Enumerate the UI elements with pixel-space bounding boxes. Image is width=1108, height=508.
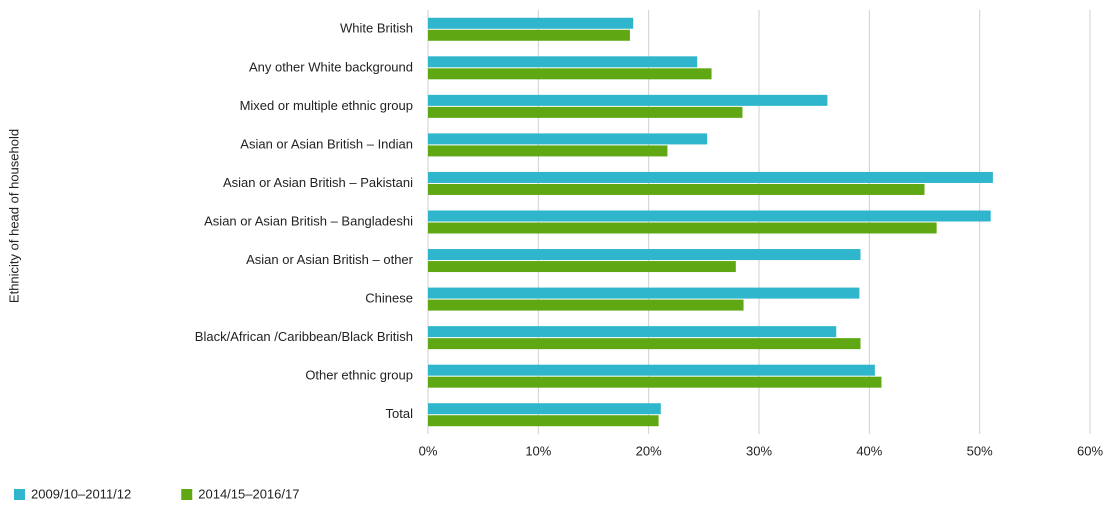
- bar: [428, 133, 708, 145]
- bar: [428, 364, 875, 376]
- legend-label: 2009/10–2011/12: [31, 486, 131, 501]
- y-tick-label: Asian or Asian British – Bangladeshi: [204, 213, 413, 228]
- bar: [428, 261, 736, 273]
- bar: [428, 68, 712, 80]
- x-tick-label: 0%: [419, 443, 438, 458]
- bar: [428, 222, 937, 234]
- y-tick-label: Mixed or multiple ethnic group: [240, 98, 413, 113]
- y-tick-label: Asian or Asian British – other: [246, 252, 414, 267]
- bar: [428, 210, 991, 222]
- bar: [428, 287, 860, 299]
- bar: [428, 299, 744, 311]
- legend-label: 2014/15–2016/17: [198, 486, 299, 501]
- bar: [428, 145, 668, 157]
- bar: [428, 249, 861, 261]
- x-tick-label: 20%: [636, 443, 662, 458]
- bar: [428, 403, 661, 415]
- x-tick-label: 10%: [525, 443, 551, 458]
- legend-swatch: [14, 489, 25, 500]
- bar: [428, 106, 743, 118]
- x-tick-label: 60%: [1077, 443, 1103, 458]
- y-tick-label: White British: [340, 21, 413, 36]
- legend-swatch: [181, 489, 193, 500]
- y-tick-label: Chinese: [365, 291, 413, 306]
- bar: [428, 29, 630, 41]
- bar: [428, 326, 837, 338]
- x-tick-label: 30%: [746, 443, 772, 458]
- bar: [428, 338, 861, 350]
- bar: [428, 56, 698, 68]
- y-tick-label: Other ethnic group: [305, 368, 413, 383]
- bar: [428, 376, 882, 388]
- bar: [428, 17, 634, 29]
- y-tick-label: Asian or Asian British – Indian: [240, 136, 413, 151]
- x-tick-label: 40%: [856, 443, 882, 458]
- y-tick-label: Asian or Asian British – Pakistani: [223, 175, 413, 190]
- x-tick-label: 50%: [967, 443, 993, 458]
- bar: [428, 171, 993, 183]
- y-tick-label: Total: [386, 406, 414, 421]
- bar: [428, 94, 828, 106]
- y-tick-label: Any other White background: [249, 59, 413, 74]
- bar: [428, 183, 925, 195]
- y-axis-label: Ethnicity of head of household: [6, 129, 21, 303]
- bar: [428, 415, 659, 427]
- y-tick-label: Black/African /Caribbean/Black British: [195, 329, 413, 344]
